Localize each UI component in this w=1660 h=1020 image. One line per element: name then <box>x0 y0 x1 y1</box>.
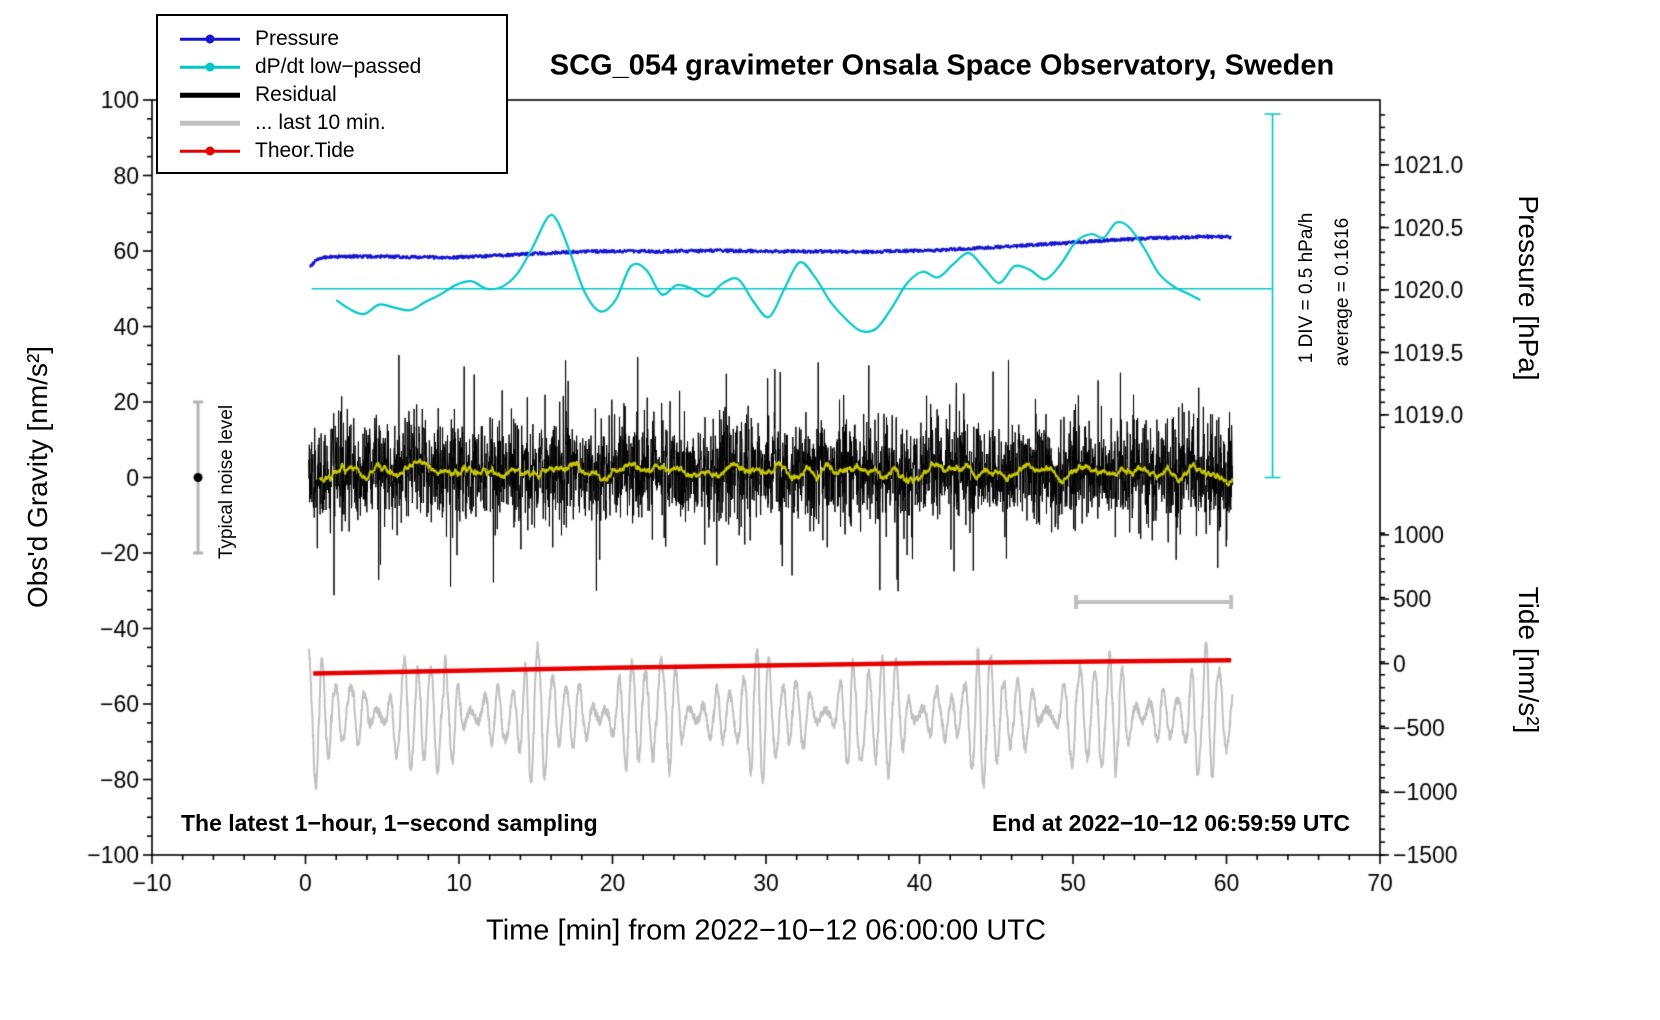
y-axis-label-tide: Tide [nm/s²] <box>1513 586 1544 734</box>
legend-item-2: Residual <box>158 81 506 109</box>
legend-item-0: Pressure <box>158 25 506 53</box>
chart-title: SCG_054 gravimeter Onsala Space Observat… <box>549 49 1335 82</box>
legend-label: Residual <box>255 83 337 106</box>
y-axis-label-gravity: Obs'd Gravity [nm/s²] <box>22 345 53 609</box>
legend-label: Theor.Tide <box>255 139 355 162</box>
legend-item-3: ... last 10 min. <box>158 109 506 137</box>
legend-label: Pressure <box>255 27 340 50</box>
legend-item-1: dP/dt low−passed <box>158 53 506 81</box>
legend-sample-line <box>180 58 240 76</box>
legend-label: dP/dt low−passed <box>255 55 422 78</box>
legend-sample-line <box>180 142 240 160</box>
sampling-note: The latest 1−hour, 1−second sampling <box>181 810 598 836</box>
legend-sample-dot <box>205 146 215 156</box>
legend-sample-line <box>180 30 240 48</box>
div-scale-annotation: 1 DIV = 0.5 hPa/h <box>1296 212 1317 364</box>
noise-level-annotation: Typical noise level <box>216 404 237 560</box>
legend-sample-dot <box>205 34 215 44</box>
legend-item-4: Theor.Tide <box>158 137 506 165</box>
chart-legend: Pressure dP/dt low−passed Residual ... last… <box>156 14 508 174</box>
legend-label: ... last 10 min. <box>255 111 386 134</box>
y-axis-label-pressure: Pressure [hPa] <box>1513 195 1544 381</box>
average-annotation: average = 0.1616 <box>1332 217 1353 367</box>
legend-sample-line <box>180 86 240 104</box>
end-time-note: End at 2022−10−12 06:59:59 UTC <box>992 810 1350 836</box>
legend-sample-line <box>180 114 240 132</box>
x-axis-label: Time [min] from 2022−10−12 06:00:00 UTC <box>486 914 1046 947</box>
legend-sample-dot <box>205 62 215 72</box>
